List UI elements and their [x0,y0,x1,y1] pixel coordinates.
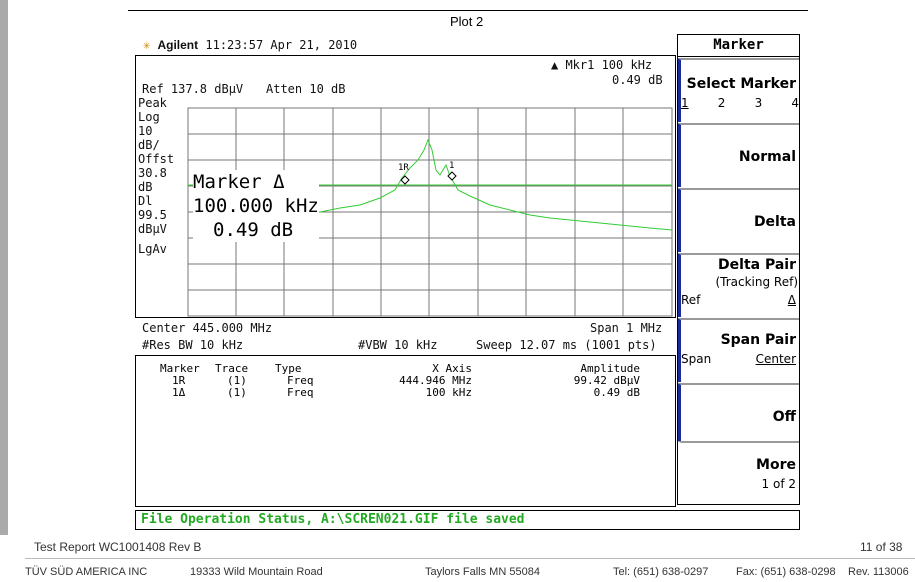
table-cell: X Axis [432,362,472,375]
rev: Rev. 113006 [848,566,909,578]
graph-frame [135,55,676,318]
table-cell: 0.49 dB [593,386,640,399]
left-label: 99.5 [138,208,167,222]
vbw: #VBW 10 kHz [358,338,438,352]
page-number: 11 of 38 [860,540,903,554]
table-cell: Marker [160,362,200,375]
rbw: #Res BW 10 kHz [142,338,244,352]
atten: Atten 10 dB [266,82,346,96]
trace [319,138,673,231]
label: Delta [753,214,796,230]
date: Apr 21, 2010 [270,38,358,52]
table-cell: Trace [215,362,249,375]
softkey-span-pair[interactable]: Span Pair Span Center [677,318,800,382]
center: Center [755,352,796,366]
marker-label: 1R [398,163,409,173]
label: More [756,457,796,473]
brand: Agilent [157,38,199,52]
softkey-delta[interactable]: Delta [677,188,800,252]
left-label: dBµV [138,222,167,236]
center: Center 445.000 MHz [142,321,273,335]
softkey-select[interactable]: Select Marker 1 2 3 4 [677,58,800,122]
status-bar: File Operation Status, A:\SCREN021.GIF f… [135,510,800,530]
marker-diamonds [400,171,457,185]
left-label: 10 [138,124,153,138]
overlay-line: 0.49 dB [213,219,294,241]
table-cell: Freq [287,386,314,399]
footer-rule [25,558,915,559]
span: Span 1 MHz [590,321,663,335]
span: Span [681,352,712,366]
table-cell: 100 kHz [425,386,472,399]
grid [187,107,673,317]
ref: Ref [681,293,701,307]
marker-readout: ▲ Mkr1 100 kHz [551,58,653,72]
marker-table [135,355,676,507]
table-cell: (1) [227,386,247,399]
time: 11:23:57 [205,38,264,52]
plot-title: Plot 2 [450,14,484,29]
marker-freq: Mkr1 100 kHz [565,58,653,72]
marker-overlay: Marker Δ 100.000 kHz 0.49 dB [193,170,319,242]
ref-delta: Δ [787,293,796,307]
left-label: Peak [138,96,167,110]
label: Off [772,409,796,425]
option: 4 [791,96,799,110]
page: 1 of 2 [761,477,796,491]
company: TÜV SÜD AMERICA INC [25,566,148,578]
label: Delta Pair [718,257,796,273]
select-options: 1 2 3 4 [681,96,799,110]
city: Taylors Falls MN 55084 [425,566,540,578]
table-cell: 1R [172,374,186,387]
marker-label: 1 [449,161,454,171]
left-label: Log [138,110,160,124]
table-cell: Type [275,362,302,375]
softkey-delta-pair[interactable]: Delta Pair (Tracking Ref) Ref Δ [677,253,800,317]
table-cell: 444.946 MHz [399,374,472,387]
table-cell: 99.42 dBµV [573,374,640,387]
label: Span Pair [720,332,796,348]
marker-value: 0.49 dB [612,73,663,87]
left-label: Dl [138,194,153,208]
ref-level: Ref 137.8 dBµV [142,82,244,96]
left-label: dB/ [138,138,160,152]
left-labels: Peak Log 10 dB/Offst 30.8 dB Dl 99.5 dBµV LgAv [138,96,174,256]
option: 2 [717,96,726,110]
header: ✳ Agilent 11:23:57 Apr 21, 2010 [143,38,358,52]
table-cell: Amplitude [580,362,640,375]
softkey-off[interactable]: Off [677,383,800,447]
side-bar [0,0,8,535]
softkey-normal[interactable]: Normal [677,123,800,187]
tel: Tel: (651) 638-0297 [613,566,709,578]
overlay-line: 100.000 kHz [193,195,319,217]
left-label: dB [138,180,153,194]
status: File Operation Status, A:\SCREN021.GIF f… [141,512,525,527]
address: 19333 Wild Mountain Road [190,566,323,578]
label: Select Marker [686,76,796,92]
sweep: Sweep 12.07 ms (1001 pts) [476,338,657,352]
table-cell: (1) [227,374,247,387]
softkey-frame [677,34,800,505]
label: Normal [738,149,796,165]
overlay-line: Marker Δ [193,171,285,193]
left-label: LgAv [138,242,167,256]
table-cell: Freq [287,374,314,387]
report: Test Report WC1001408 Rev B [34,540,202,554]
table-cell: 1Δ [172,386,186,399]
left-label: 30.8 [138,166,167,180]
sub: (Tracking Ref) [715,275,798,289]
option: 1 [681,96,689,110]
top-rule [128,10,808,11]
left-label: Offst [138,152,175,166]
fax: Fax: (651) 638-0298 [736,566,836,578]
softkey-more[interactable]: More 1 of 2 [677,441,800,505]
option: 3 [754,96,763,110]
